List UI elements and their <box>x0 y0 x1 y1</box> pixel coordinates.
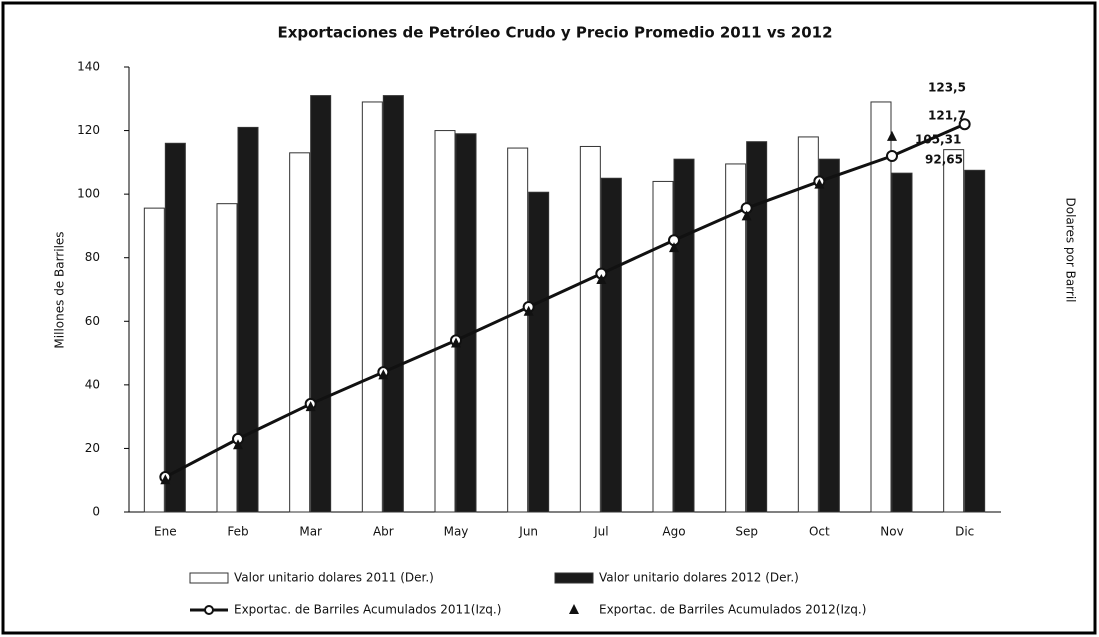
bar <box>746 141 768 513</box>
legend-swatch <box>554 572 594 584</box>
triangle-marker <box>305 401 316 412</box>
legend-label: Exportac. de Barriles Acumulados 2011(Iz… <box>234 603 501 617</box>
bar <box>434 130 456 513</box>
annotation: 123,5 <box>928 81 966 95</box>
y-tick-label: 100 <box>77 187 100 201</box>
annotation: 105,31 <box>915 133 961 147</box>
legend-swatch <box>204 605 214 615</box>
triangle-marker <box>669 242 679 253</box>
bar <box>600 177 622 513</box>
bar <box>964 169 986 513</box>
bar <box>528 191 550 513</box>
y-tick-label: 140 <box>77 60 100 74</box>
triangle-marker <box>814 178 825 189</box>
bar <box>818 158 840 513</box>
bar <box>943 149 965 513</box>
legend-swatch <box>189 572 229 584</box>
x-tick-label: Abr <box>373 525 394 539</box>
bar <box>652 180 674 513</box>
bar <box>216 203 238 513</box>
bar <box>507 147 529 513</box>
x-tick-label: Mar <box>299 525 322 539</box>
bar <box>382 95 404 513</box>
bar <box>237 126 259 513</box>
line-marker <box>958 118 971 131</box>
annotation: 92,65 <box>925 153 963 167</box>
bar <box>579 145 601 513</box>
bar <box>725 163 747 513</box>
bar <box>797 136 819 513</box>
triangle-marker <box>451 337 461 348</box>
bar <box>870 101 892 513</box>
y-tick-label: 40 <box>85 377 100 391</box>
triangle-marker <box>741 210 752 221</box>
x-tick-label: Sep <box>735 525 758 539</box>
bar <box>361 101 383 513</box>
x-tick-label: Feb <box>227 525 248 539</box>
bar <box>143 207 165 513</box>
bar <box>455 133 477 513</box>
y-tick-label: 0 <box>92 505 100 519</box>
x-tick-label: Ene <box>154 525 177 539</box>
chart-title: Exportaciones de Petróleo Crudo y Precio… <box>277 24 832 42</box>
x-tick-label: Jul <box>593 525 608 539</box>
bar <box>673 158 695 513</box>
y-tick-label: 120 <box>77 123 100 137</box>
legend-label: Valor unitario dolares 2012 (Der.) <box>599 571 799 585</box>
triangle-marker <box>233 439 243 450</box>
x-tick-label: Nov <box>880 525 903 539</box>
bar <box>891 172 913 513</box>
bar <box>164 142 186 513</box>
y-tick-label: 20 <box>85 441 100 455</box>
x-tick-label: Oct <box>809 525 830 539</box>
triangle-marker <box>160 474 171 485</box>
y-tick-label: 80 <box>85 250 100 264</box>
x-tick-label: May <box>444 525 469 539</box>
x-tick-label: Dic <box>955 525 974 539</box>
line <box>164 122 966 479</box>
triangle-marker <box>378 369 389 380</box>
triangle-marker <box>523 305 534 316</box>
bar <box>289 152 311 513</box>
legend-label: Valor unitario dolares 2011 (Der.) <box>234 571 434 585</box>
legend-swatch <box>569 604 579 614</box>
line-marker <box>886 150 898 162</box>
y-axis-label: Millones de Barriles <box>53 231 67 348</box>
bar <box>310 95 332 513</box>
x-tick-label: Ago <box>662 525 685 539</box>
y-tick-label: 60 <box>85 314 100 328</box>
triangle-marker <box>887 130 897 141</box>
y2-axis-label: Dolares por Barril <box>1064 197 1078 302</box>
x-tick-label: Jun <box>518 525 538 539</box>
legend-label: Exportac. de Barriles Acumulados 2012(Iz… <box>599 603 866 617</box>
triangle-marker <box>596 273 607 284</box>
annotation: 121,7 <box>928 109 966 123</box>
